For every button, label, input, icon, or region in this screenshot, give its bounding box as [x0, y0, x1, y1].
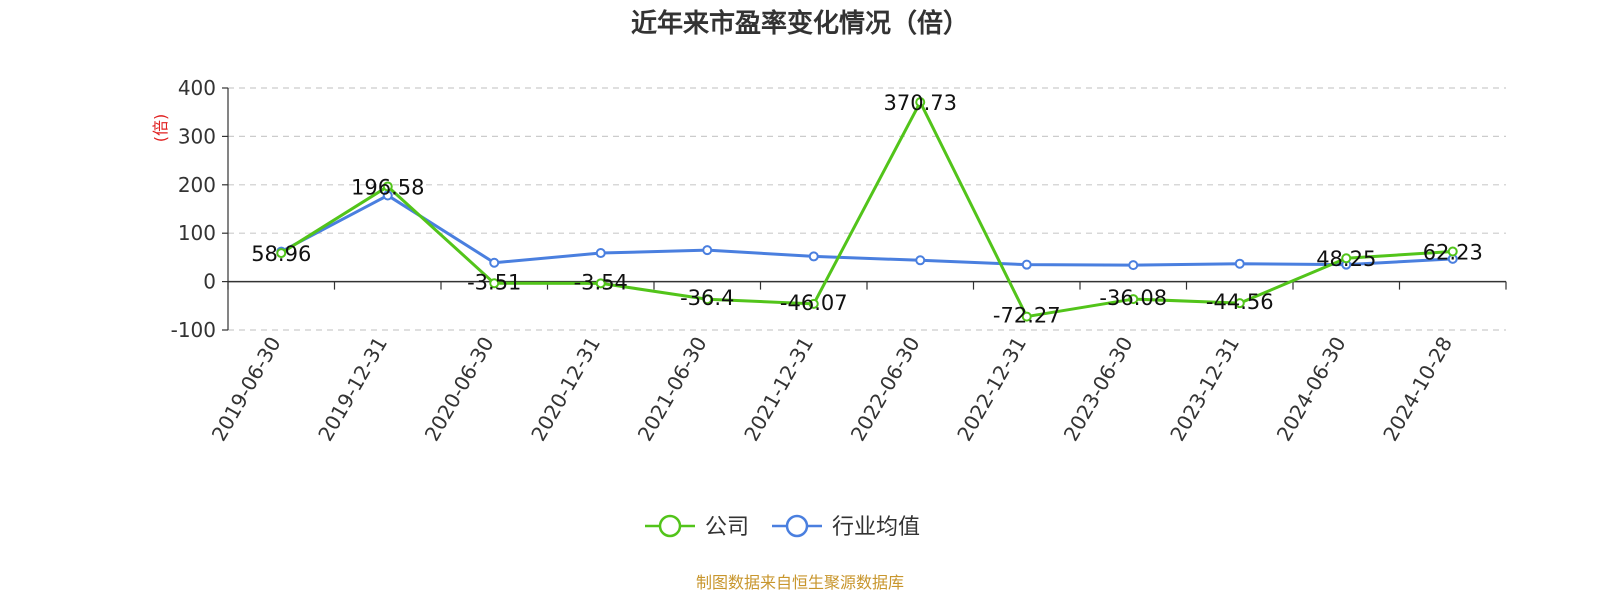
data-point[interactable] — [595, 248, 606, 259]
legend-label: 行业均值 — [832, 515, 920, 540]
data-point[interactable] — [489, 257, 500, 268]
data-label: -72.27 — [993, 304, 1061, 328]
data-point[interactable] — [489, 278, 500, 289]
x-tick-label: 2022-12-31 — [952, 333, 1031, 446]
data-point[interactable] — [915, 255, 926, 266]
x-tick-label: 2021-12-31 — [739, 333, 818, 446]
x-tick-label: 2019-06-30 — [207, 333, 286, 446]
series-line — [280, 100, 1453, 319]
data-point[interactable] — [1021, 311, 1032, 322]
x-tick-label: 2023-12-31 — [1165, 333, 1244, 446]
data-point[interactable] — [808, 298, 819, 309]
data-point[interactable] — [1341, 253, 1352, 264]
legend[interactable]: 公司 行业均值 — [645, 514, 920, 540]
data-label: 370.73 — [884, 91, 957, 115]
data-point[interactable] — [1128, 294, 1139, 305]
x-tick-label: 2020-12-31 — [526, 333, 605, 446]
series-line — [280, 193, 1453, 267]
y-tick-label: 200 — [178, 173, 216, 197]
data-label: 196.58 — [351, 175, 424, 199]
data-point[interactable] — [1021, 259, 1032, 270]
legend-marker — [785, 514, 809, 538]
data-labels: 58.96 196.58 -3.51 -3.54 -36.4 -46.07 370.73 -7… — [251, 91, 1483, 327]
data-label: -3.54 — [574, 270, 628, 294]
y-tick-label: -100 — [171, 318, 216, 342]
legend-marker — [658, 514, 682, 538]
data-point[interactable] — [702, 245, 713, 256]
series-lines — [276, 97, 1458, 322]
legend-label: 公司 — [705, 515, 749, 540]
x-tick-label: 2020-06-30 — [420, 333, 499, 446]
data-label: -36.4 — [680, 286, 734, 310]
data-label: -44.56 — [1206, 290, 1274, 314]
data-point[interactable] — [1234, 258, 1245, 269]
data-label: -46.07 — [780, 291, 848, 315]
data-point[interactable] — [1447, 246, 1458, 257]
data-point[interactable] — [595, 278, 606, 289]
data-label: 48.25 — [1316, 247, 1376, 271]
data-label: -36.08 — [1099, 286, 1167, 310]
y-tick-label: 400 — [178, 76, 216, 100]
data-point[interactable] — [1234, 298, 1245, 309]
x-tick-label: 2024-10-28 — [1378, 333, 1457, 446]
grid-lines — [228, 87, 1506, 331]
x-tick-label: 2023-06-30 — [1059, 333, 1138, 446]
data-point[interactable] — [1128, 260, 1139, 271]
data-label: 58.96 — [251, 242, 311, 266]
legend-item[interactable]: 公司 — [645, 514, 749, 540]
data-point[interactable] — [915, 97, 926, 108]
x-tick-label: 2021-06-30 — [633, 333, 712, 446]
y-axis-unit-label: (倍) — [151, 114, 170, 143]
y-tick-label: 100 — [178, 221, 216, 245]
x-tick-label: 2019-12-31 — [313, 333, 392, 446]
x-tick-label: 2022-06-30 — [846, 333, 925, 446]
data-label: -3.51 — [467, 270, 521, 294]
y-tick-label: 300 — [178, 124, 216, 148]
data-point[interactable] — [276, 248, 287, 259]
chart-title: 近年来市盈率变化情况（倍） — [631, 8, 969, 39]
y-tick-label: 0 — [203, 270, 216, 294]
data-point[interactable] — [702, 294, 713, 305]
source-note: 制图数据来自恒生聚源数据库 — [696, 573, 904, 592]
legend-item[interactable]: 行业均值 — [772, 514, 920, 540]
x-tick-label: 2024-06-30 — [1272, 333, 1351, 446]
data-label: 62.23 — [1423, 240, 1483, 264]
data-point[interactable] — [808, 251, 819, 262]
data-point[interactable] — [382, 181, 393, 192]
